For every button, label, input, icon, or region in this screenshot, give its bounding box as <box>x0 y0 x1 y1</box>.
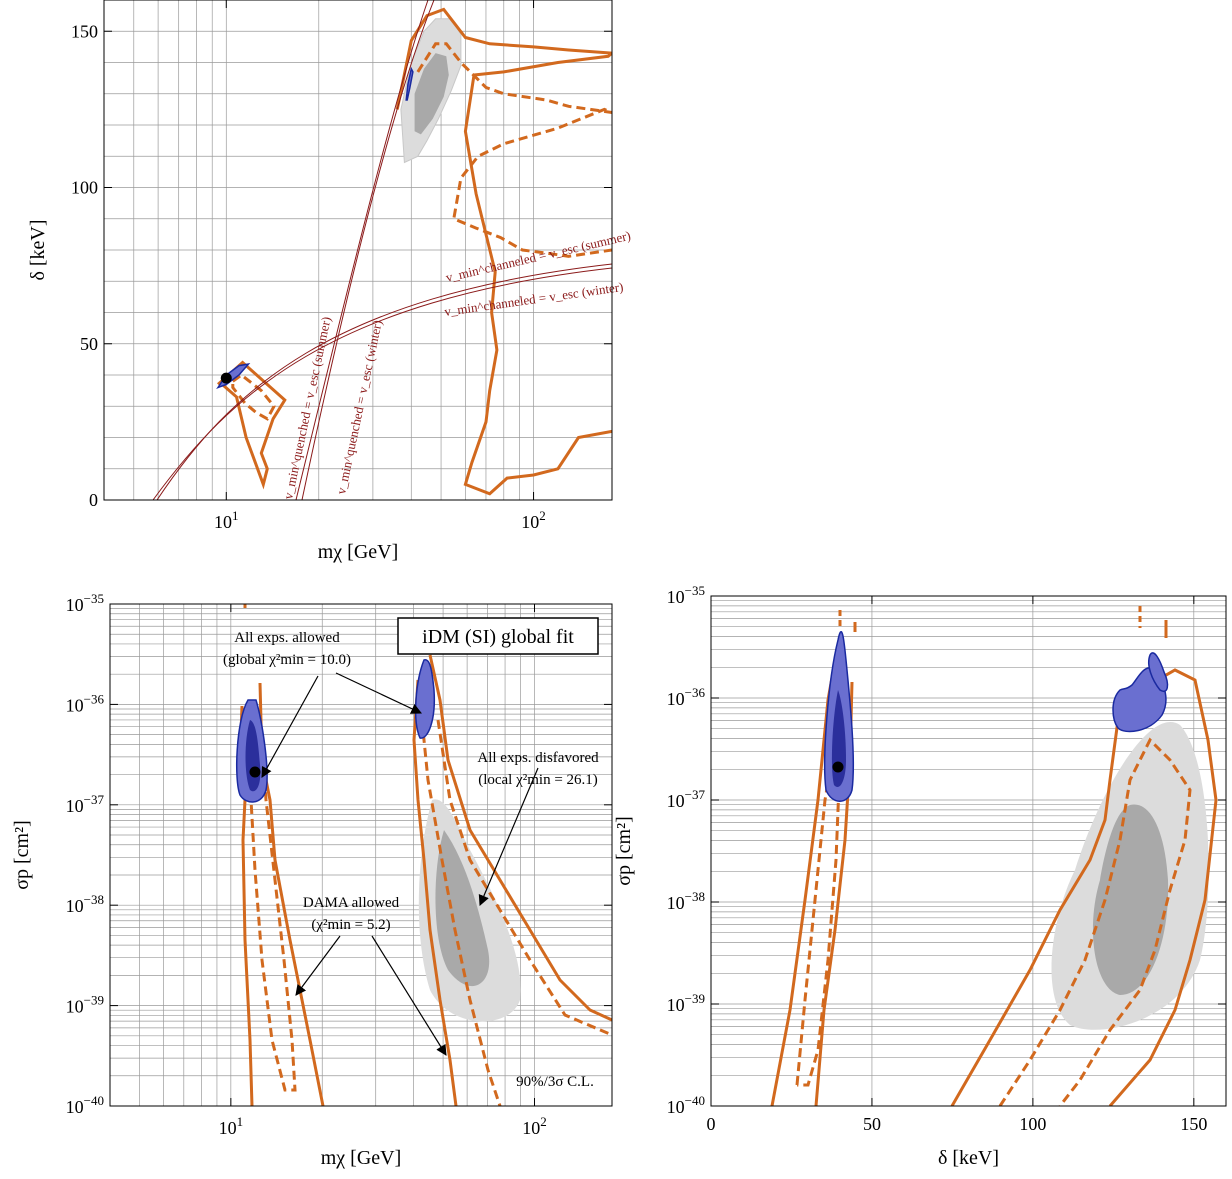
best-fit-point <box>250 767 261 778</box>
y-tick-label: 0 <box>89 490 98 510</box>
y-tick-label: 10−39 <box>667 991 705 1015</box>
x-axis-label: mχ [GeV] <box>318 541 399 563</box>
annotation-dama-allowed-chi: (χ²min = 5.2) <box>311 917 390 933</box>
y-tick-label: 10−37 <box>667 787 706 811</box>
y-tick-label: 10−36 <box>66 691 105 715</box>
bottom-right-plot <box>772 606 1216 1106</box>
y-tick-label: 10−35 <box>66 591 104 615</box>
annotation-all-allowed: All exps. allowed <box>234 630 340 646</box>
x-tick-label: 100 <box>1019 1114 1046 1134</box>
x-axis-label: δ [keV] <box>938 1147 999 1169</box>
x-tick-label: 102 <box>522 1114 547 1138</box>
x-tick-label: 150 <box>1180 1114 1207 1134</box>
y-tick-label: 10−35 <box>667 583 705 607</box>
y-tick-label: 10−38 <box>66 892 104 916</box>
y-axis-label: σp [cm²] <box>11 820 33 890</box>
x-tick-label: 50 <box>863 1114 881 1134</box>
y-axis-label: δ [keV] <box>27 219 49 280</box>
annotation-all-disfavored-chi: (local χ²min = 26.1) <box>478 772 598 788</box>
y-tick-label: 10−40 <box>66 1093 104 1117</box>
x-tick-label: 101 <box>219 1114 244 1138</box>
annotation-confidence-level: 90%/3σ C.L. <box>516 1074 594 1090</box>
x-axis-label: mχ [GeV] <box>321 1147 402 1169</box>
escape-label-quenched-summer: v_min^quenched = v_esc (summer) <box>280 315 333 500</box>
annotation-arrow <box>336 673 421 713</box>
y-tick-label: 10−38 <box>667 889 705 913</box>
x-tick-label: 0 <box>707 1114 716 1134</box>
annotation-all-allowed-chi: (global χ²min = 10.0) <box>223 652 351 668</box>
annotation-dama-allowed: DAMA allowed <box>303 895 400 911</box>
bottom-left-plot <box>237 593 612 1106</box>
y-tick-label: 10−36 <box>667 685 706 709</box>
y-tick-label: 100 <box>71 178 98 198</box>
y-tick-label: 10−39 <box>66 993 104 1017</box>
legend-title: iDM (SI) global fit <box>422 626 574 648</box>
y-axis-label: σp [cm²] <box>613 816 635 886</box>
annotation-arrow <box>480 768 538 905</box>
y-tick-label: 50 <box>80 334 98 354</box>
best-fit-point <box>221 373 232 384</box>
bottom-left-axes <box>110 604 612 1106</box>
x-tick-label: 101 <box>214 508 239 532</box>
best-fit-point <box>833 762 844 773</box>
dama-dashed-contour <box>797 760 840 1085</box>
y-tick-label: 150 <box>71 21 98 41</box>
plot-frame <box>110 604 612 1106</box>
y-tick-label: 10−37 <box>66 792 105 816</box>
annotation-all-disfavored: All exps. disfavored <box>477 750 599 766</box>
y-tick-label: 10−40 <box>667 1093 705 1117</box>
x-tick-label: 102 <box>521 508 546 532</box>
escape-label-channeled-summer: v_min^channeled = v_esc (summer) <box>444 228 632 285</box>
